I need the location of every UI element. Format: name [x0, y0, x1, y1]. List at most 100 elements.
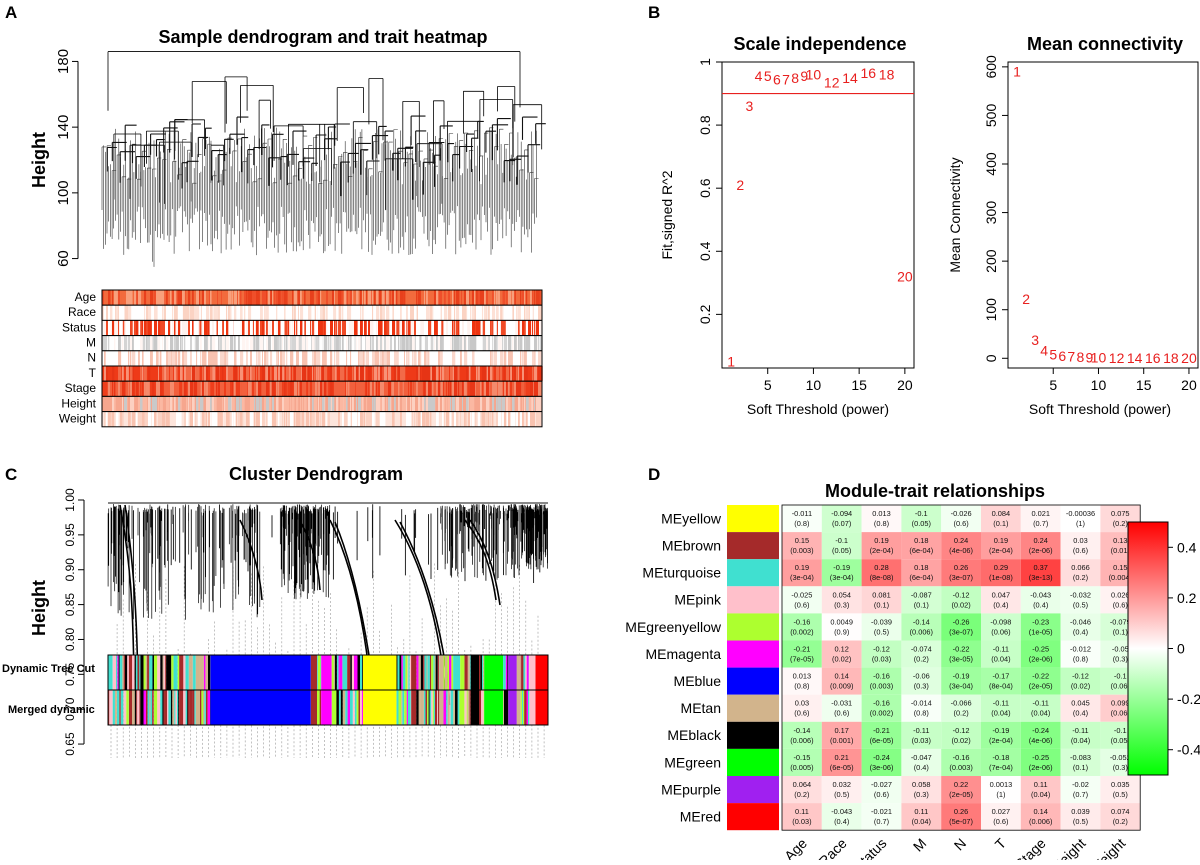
module-swatch [727, 803, 779, 831]
cell-pvalue: (4e-06) [1029, 736, 1053, 745]
point-label: 8 [1076, 349, 1084, 365]
panel-b-scale-independence: Scale independence 5 10 15 200.20.40.60.81 … [659, 34, 915, 417]
panel-a-trait-stripes [110, 335, 534, 351]
panel-a-trait-stripes [104, 350, 542, 366]
cell-correlation: -0.1 [835, 536, 848, 545]
cell-correlation: 0.047 [992, 590, 1011, 599]
point-label: 14 [842, 70, 858, 86]
cell-correlation: -0.14 [913, 617, 930, 626]
heatmap-cell [981, 640, 1021, 668]
panel-a-y-label: Height [29, 132, 49, 188]
cell-pvalue: (0.05) [912, 519, 931, 528]
cell-pvalue: (1) [996, 790, 1005, 799]
module-swatch [727, 613, 779, 641]
cell-correlation: -0.1 [1114, 726, 1127, 735]
module-swatch [727, 748, 779, 776]
cell-pvalue: (0.3) [914, 682, 929, 691]
heatmap-cell [981, 803, 1021, 831]
cell-correlation: -0.11 [1072, 726, 1088, 735]
cell-pvalue: (0.5) [874, 627, 889, 636]
module-swatch [727, 640, 779, 668]
panel-b1-title: Scale independence [733, 34, 906, 54]
cell-pvalue: (0.7) [1033, 519, 1048, 528]
heatmap-cell [1100, 803, 1141, 831]
cell-pvalue: (0.1) [1073, 763, 1088, 772]
cell-pvalue: (1e-05) [1029, 627, 1053, 636]
panel-a-trait-stripes [102, 335, 542, 351]
cell-pvalue: (4e-06) [949, 546, 973, 555]
cell-correlation: 0.027 [992, 807, 1011, 816]
cell-correlation: -0.027 [871, 780, 892, 789]
point-label: 1 [1013, 64, 1021, 80]
cell-correlation: 0.054 [832, 590, 851, 599]
cell-pvalue: (3e-13) [1029, 573, 1053, 582]
cell-pvalue: (0.6) [953, 519, 968, 528]
heatmap-cell [861, 586, 902, 614]
panel-a-dendrogram-tree [101, 51, 546, 267]
cell-pvalue: (0.005) [790, 763, 813, 772]
x-tick-label: 15 [1136, 377, 1152, 393]
column-label: Stage [1012, 835, 1049, 860]
heatmap-cell [941, 694, 981, 722]
point-label: 3 [746, 98, 754, 114]
cell-pvalue: (0.02) [832, 655, 851, 664]
cell-correlation: 0.14 [835, 672, 849, 681]
heatmap-cell [821, 640, 862, 668]
module-label: MEtan [681, 700, 721, 716]
cell-correlation: 0.19 [874, 536, 888, 545]
cell-pvalue: (0.4) [1033, 600, 1048, 609]
panel-a-trait-stripes [106, 411, 532, 427]
heatmap-cell [1060, 640, 1101, 668]
cell-correlation: 0.0049 [830, 617, 853, 626]
heatmap-cell [861, 667, 902, 695]
point-label: 10 [806, 67, 822, 83]
cell-correlation: 0.15 [1113, 563, 1127, 572]
cell-correlation: 0.22 [954, 780, 968, 789]
heatmap-cell [901, 613, 942, 641]
cell-pvalue: (0.04) [991, 709, 1010, 718]
heatmap-cell [821, 776, 862, 804]
point-label: 2 [1022, 291, 1030, 307]
cell-pvalue: (0.4) [993, 600, 1008, 609]
cell-correlation: 0.039 [1071, 807, 1090, 816]
cell-pvalue: (0.8) [914, 709, 929, 718]
panel-a-trait-label: Race [68, 305, 96, 319]
y-tick-label: 0.6 [697, 178, 713, 198]
y-tick-label: 600 [983, 55, 999, 79]
cell-correlation: -0.1 [1114, 672, 1127, 681]
heatmap-cell [901, 721, 942, 749]
panel-c-title: Cluster Dendrogram [229, 464, 403, 484]
module-label: MEbrown [662, 538, 721, 554]
heatmap-cell [861, 748, 902, 776]
x-tick-label: 5 [764, 377, 772, 393]
cell-pvalue: (0.7) [874, 817, 889, 826]
heatmap-cell [1020, 505, 1061, 533]
point-label: 5 [764, 68, 772, 84]
cell-pvalue: (2e-04) [989, 736, 1013, 745]
column-label: N [951, 835, 969, 853]
cell-pvalue: (0.05) [1111, 736, 1130, 745]
cell-pvalue: (7e-04) [989, 763, 1013, 772]
cell-pvalue: (0.6) [1113, 600, 1128, 609]
point-label: 4 [755, 68, 763, 84]
cell-pvalue: (0.06) [1111, 709, 1130, 718]
cell-pvalue: (0.02) [1071, 682, 1090, 691]
heatmap-cell [941, 667, 981, 695]
cell-pvalue: (0.6) [993, 817, 1008, 826]
colorbar-tick-label: 0 [1177, 641, 1185, 657]
cell-pvalue: (2e-05) [949, 790, 973, 799]
y-tick-label: 0 [983, 354, 999, 362]
cell-pvalue: (0.003) [949, 763, 972, 772]
y-tick-label: 100 [983, 298, 999, 322]
heatmap-cell [1060, 721, 1101, 749]
heatmap-cell [941, 803, 981, 831]
cell-correlation: -0.012 [1070, 645, 1091, 654]
point-label: 9 [1086, 349, 1094, 365]
cell-pvalue: (0.6) [794, 709, 809, 718]
cell-pvalue: (2e-06) [1029, 763, 1053, 772]
cell-pvalue: (0.02) [951, 600, 970, 609]
panel-d-module-trait-heatmap: Module-trait relationships MEyellow -0.01… [625, 481, 1200, 865]
heatmap-cell [861, 559, 902, 587]
panel-c-module-color-band [363, 655, 397, 690]
